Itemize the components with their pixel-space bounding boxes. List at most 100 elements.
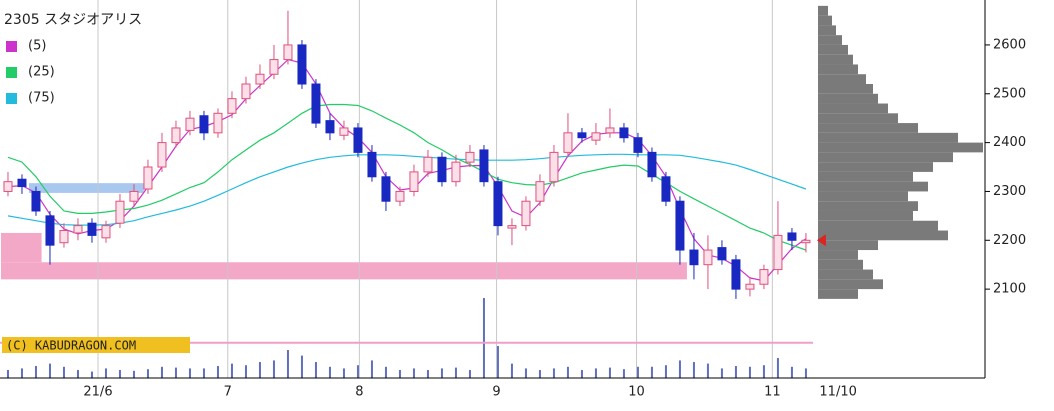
volume-bar <box>650 366 653 378</box>
volume-bar <box>370 360 373 378</box>
candle-body <box>59 230 69 244</box>
candle-body <box>689 249 699 266</box>
candle-body <box>227 98 237 114</box>
volume-bar <box>636 366 639 378</box>
volume-bar <box>566 366 569 378</box>
candle-body <box>367 151 377 178</box>
candle-body <box>353 127 363 153</box>
profile-bar <box>818 289 858 299</box>
profile-bar <box>818 191 908 202</box>
candle-body <box>143 166 153 190</box>
candle-body <box>521 200 531 227</box>
profile-bar <box>818 5 828 16</box>
candle-body <box>213 112 223 134</box>
volume-bar <box>384 366 387 378</box>
volume-bar <box>412 368 415 378</box>
candle-body <box>101 225 111 239</box>
zone <box>28 183 144 193</box>
candle-body <box>45 215 55 246</box>
candle-body <box>171 127 181 144</box>
legend-label: (5) <box>28 39 46 54</box>
candle-body <box>507 225 517 229</box>
candle-body <box>73 225 83 234</box>
volume-bar <box>258 362 261 378</box>
x-tick-label: 9 <box>492 385 500 400</box>
volume-bar <box>160 366 163 378</box>
volume-bar <box>776 358 779 378</box>
volume-bar <box>328 366 331 378</box>
grid <box>97 0 773 378</box>
volume-bar <box>482 298 485 378</box>
volume-bar <box>188 368 191 378</box>
candle-body <box>87 222 97 236</box>
candle-body <box>619 127 629 139</box>
candle-body <box>409 171 419 192</box>
profile-bar <box>818 152 953 163</box>
volume-bar <box>174 367 177 378</box>
profile-bar <box>818 113 898 124</box>
ma-line <box>7 103 807 251</box>
candle-body <box>563 132 573 153</box>
y-tick-label: 2600 <box>993 37 1026 52</box>
candle-body <box>787 232 797 241</box>
profile-bar <box>818 220 938 231</box>
volume-bar <box>146 369 149 378</box>
annotations: (C) KABUDRAGON.COM 2305 スタジオアリス <box>2 12 190 353</box>
volume-bar <box>496 346 499 378</box>
profile-bar <box>818 162 933 172</box>
candle-body <box>3 181 13 192</box>
y-tick-label: 2300 <box>993 184 1026 199</box>
candle-body <box>283 44 293 61</box>
profile-bar <box>818 54 853 65</box>
legend-label: (25) <box>28 65 55 80</box>
profile-bar <box>818 103 888 114</box>
profile-bar <box>818 181 928 192</box>
volume-bar <box>202 368 205 378</box>
volume-bar <box>216 366 219 378</box>
volume-bar <box>244 365 247 378</box>
volume-bar <box>678 360 681 378</box>
profile-bar <box>818 15 832 26</box>
legend-swatch <box>6 93 17 104</box>
volume-bar <box>468 370 471 378</box>
zones <box>0 183 687 280</box>
candle-body <box>465 151 475 163</box>
profile-bar <box>818 74 866 84</box>
zone <box>0 232 42 263</box>
profile-bar <box>818 123 918 133</box>
candle-body <box>269 59 279 75</box>
profile-bar <box>818 201 918 211</box>
candle-body <box>731 259 741 290</box>
legend-label: (75) <box>28 91 55 106</box>
volume-bar <box>734 366 737 378</box>
y-tick-label: 2200 <box>993 233 1026 248</box>
candles <box>3 10 811 299</box>
profile-bar <box>818 259 863 270</box>
watermark-box <box>2 337 190 353</box>
profile-bar <box>818 279 883 290</box>
candle-body <box>437 156 447 183</box>
x-tick-label: 8 <box>355 385 363 400</box>
volume-bar <box>748 366 751 378</box>
volume-bar <box>510 363 513 378</box>
candle-body <box>745 283 755 290</box>
candle-body <box>311 83 321 124</box>
legend-swatch <box>6 41 17 52</box>
volume-bar <box>398 370 401 378</box>
candle-body <box>675 200 685 251</box>
profile-bar <box>818 269 873 280</box>
candle-body <box>17 178 27 188</box>
volume-bar <box>286 350 289 378</box>
moving-averages <box>7 58 807 282</box>
volume-bar <box>62 366 65 378</box>
x-tick-label: 11 <box>764 385 781 400</box>
candle-body <box>633 137 643 153</box>
y-tick-label: 2400 <box>993 135 1026 150</box>
candle-body <box>801 239 811 244</box>
x-tick-label: 21/6 <box>83 385 112 400</box>
volume-bar <box>720 368 723 378</box>
volume-bar <box>132 370 135 378</box>
candle-body <box>773 234 783 271</box>
volume-bar <box>104 368 107 378</box>
